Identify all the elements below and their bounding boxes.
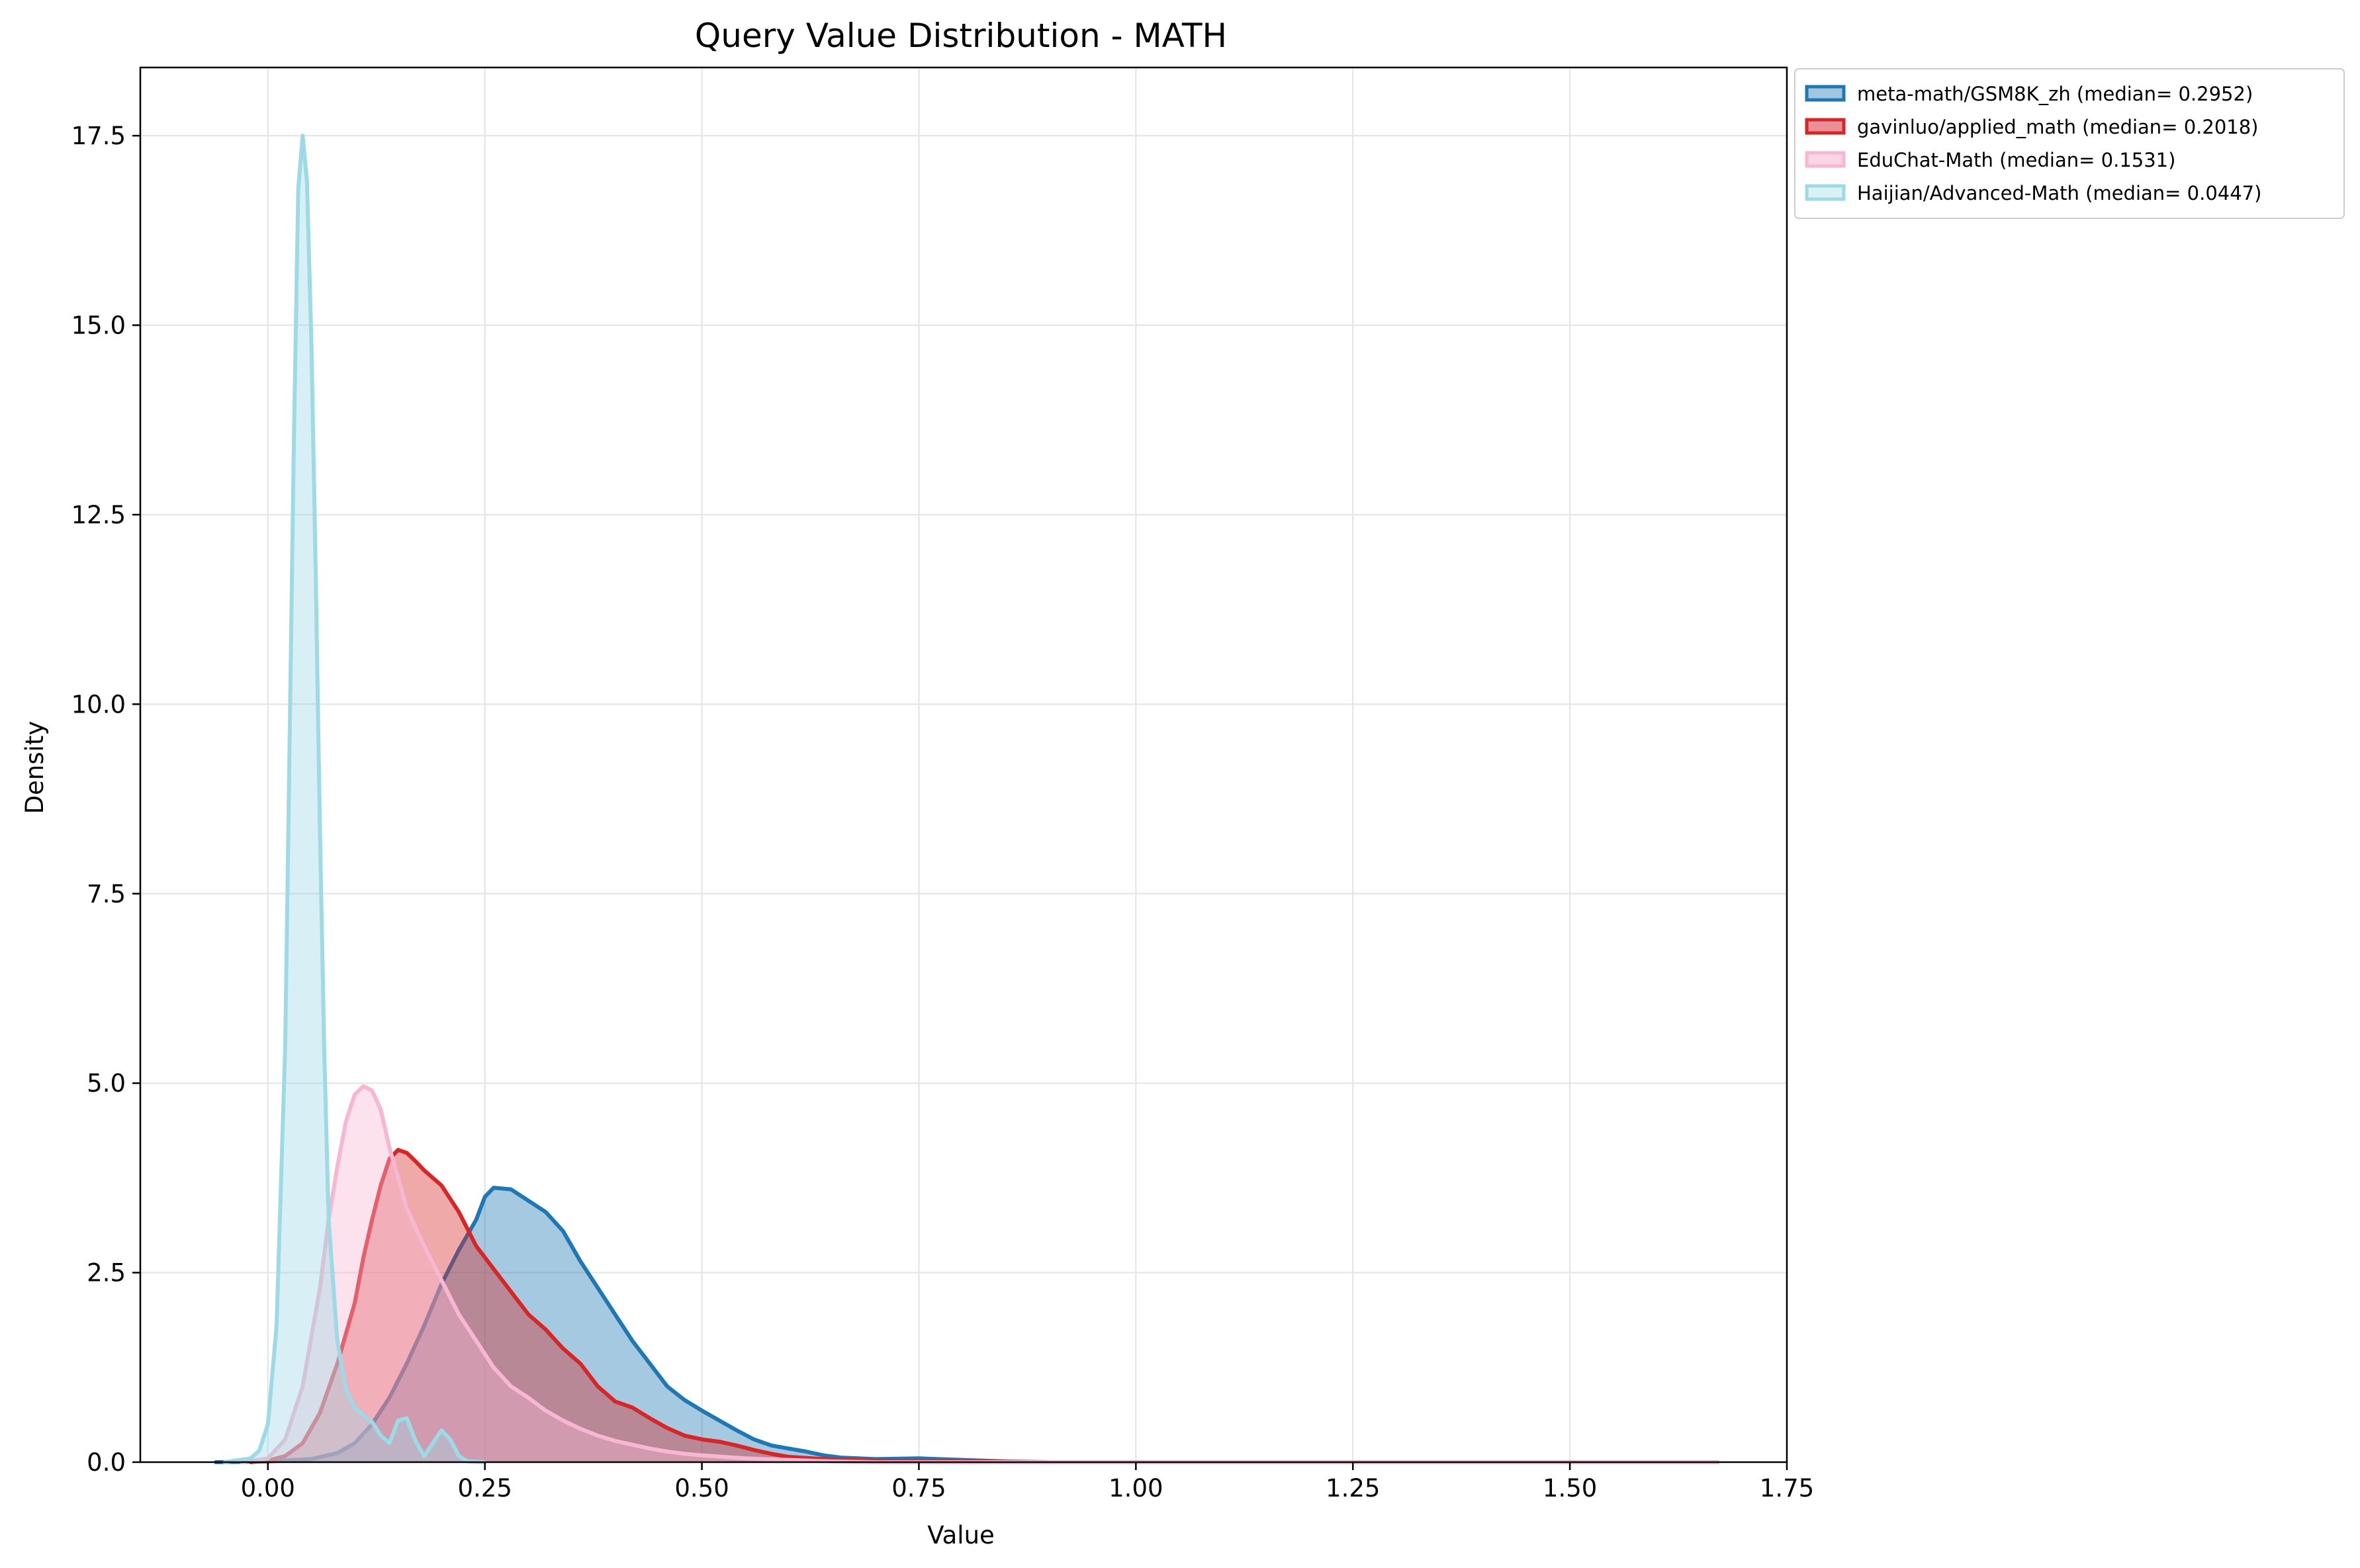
y-axis: 0.0 2.5 5.0 7.5 10.0 12.5 15.0 17.5 bbox=[71, 122, 140, 1477]
legend: meta-math/GSM8K_zh (median= 0.2952) gavin… bbox=[1794, 68, 2345, 219]
series-line-2 bbox=[240, 1084, 1720, 1464]
y-tick-label: 2.5 bbox=[87, 1259, 126, 1287]
series-area-3 bbox=[224, 136, 485, 1463]
x-tick-label: 1.50 bbox=[1543, 1474, 1597, 1503]
series-area-2 bbox=[242, 1086, 1718, 1462]
series-line-0 bbox=[214, 1186, 1720, 1464]
x-tick-label: 0.50 bbox=[674, 1474, 729, 1503]
legend-label: Haijian/Advanced-Math (median= 0.0447) bbox=[1857, 182, 2261, 204]
legend-label: meta-math/GSM8K_zh (median= 0.2952) bbox=[1857, 83, 2253, 105]
x-tick-label: 0.00 bbox=[241, 1474, 295, 1503]
series-area-0 bbox=[216, 1188, 1718, 1462]
y-tick-label: 15.0 bbox=[71, 312, 126, 340]
series-line-1 bbox=[248, 1148, 1720, 1464]
x-tick-label: 0.25 bbox=[457, 1474, 512, 1503]
series-line-3 bbox=[222, 134, 487, 1464]
x-axis: 0.00 0.25 0.50 0.75 1.00 1.25 1.50 1.75 bbox=[241, 1462, 1814, 1503]
plot-frame bbox=[139, 66, 1788, 1463]
y-tick-label: 0.0 bbox=[87, 1448, 126, 1477]
y-tick-label: 10.0 bbox=[71, 690, 126, 719]
y-tick-label: 7.5 bbox=[87, 880, 126, 908]
y-tick-label: 5.0 bbox=[87, 1069, 126, 1098]
legend-swatch bbox=[1805, 85, 1846, 102]
legend-box bbox=[1794, 68, 2345, 219]
x-tick-label: 1.00 bbox=[1109, 1474, 1163, 1503]
x-tick-label: 1.75 bbox=[1760, 1474, 1814, 1503]
x-tick-label: 0.75 bbox=[891, 1474, 946, 1503]
y-tick-label: 17.5 bbox=[71, 122, 126, 150]
x-axis-label: Value bbox=[927, 1521, 995, 1549]
series-layer bbox=[214, 134, 1720, 1464]
y-tick-label: 12.5 bbox=[71, 501, 126, 529]
legend-swatch bbox=[1805, 118, 1846, 135]
x-tick-label: 1.25 bbox=[1326, 1474, 1380, 1503]
chart-title: Query Value Distribution - MATH bbox=[695, 17, 1227, 55]
legend-label: gavinluo/applied_math (median= 0.2018) bbox=[1857, 116, 2259, 138]
legend-label: EduChat-Math (median= 0.1531) bbox=[1857, 149, 2175, 171]
legend-swatch bbox=[1805, 184, 1846, 201]
legend-swatch bbox=[1805, 151, 1846, 168]
y-axis-label: Density bbox=[21, 721, 49, 814]
